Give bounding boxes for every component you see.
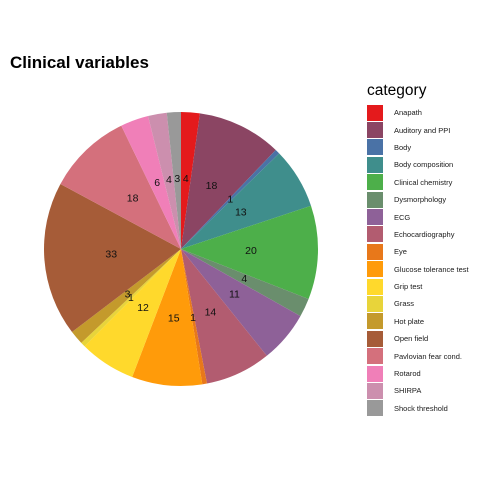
legend-swatch (367, 382, 383, 399)
legend-swatch (367, 348, 383, 365)
slice-value-label: 15 (168, 313, 180, 325)
legend-item: Grip test (367, 278, 469, 295)
slice-value-label: 14 (205, 307, 217, 319)
slice-value-label: 1 (227, 193, 233, 205)
pie-slice-6 (181, 249, 301, 356)
pie-slice-16 (148, 112, 181, 249)
legend-swatch (367, 139, 383, 156)
legend-swatch (367, 243, 383, 260)
legend-label: Shock threshold (394, 403, 448, 413)
legend-item: Open field (367, 330, 469, 347)
legend-label: SHIRPA (394, 386, 422, 396)
pie-slice-17 (166, 112, 181, 249)
pie-slice-0 (181, 112, 200, 249)
pie-slice-12 (72, 249, 181, 343)
legend-swatch (367, 278, 383, 295)
legend-label: Rotarod (394, 369, 421, 379)
slice-value-label: 20 (245, 245, 257, 257)
legend-swatch (367, 156, 383, 173)
slice-value-label: 6 (154, 177, 160, 189)
pie-slice-15 (121, 116, 181, 249)
slice-value-label: 4 (241, 273, 247, 285)
pie-slice-2 (181, 150, 280, 249)
slice-value-label: 4 (183, 173, 189, 185)
pie-slice-14 (60, 125, 181, 249)
legend-item: Glucose tolerance test (367, 261, 469, 278)
slice-value-label: 11 (229, 288, 240, 300)
legend-swatch (367, 400, 383, 417)
slice-value-label: 13 (235, 207, 247, 219)
legend-swatch (367, 191, 383, 208)
legend-item: Body composition (367, 156, 469, 173)
legend-label: Dysmorphology (394, 195, 447, 205)
legend-label: Echocardiography (394, 229, 455, 239)
pie-slice-4 (181, 205, 318, 299)
pie-slice-9 (132, 249, 203, 386)
slice-value-label: 3 (174, 173, 180, 185)
legend-swatch (367, 295, 383, 312)
legend: category Anapath Auditory and PPI Body Body… (367, 82, 469, 417)
legend-label: Glucose tolerance test (394, 264, 469, 274)
legend-swatch (367, 122, 383, 139)
legend-swatch (367, 313, 383, 330)
legend-label: Hot plate (394, 316, 425, 326)
slice-value-label: 18 (206, 180, 218, 192)
legend-label: Open field (394, 334, 429, 344)
legend-item: Hot plate (367, 313, 469, 330)
legend-label: Pavlovian fear cond. (394, 351, 462, 361)
legend-item: Clinical chemistry (367, 174, 469, 191)
legend-label: Eye (394, 247, 407, 257)
legend-item: Anapath (367, 104, 469, 121)
legend-item: Pavlovian fear cond. (367, 347, 469, 365)
slice-value-label: 12 (137, 302, 149, 314)
legend-label: Body (394, 142, 412, 152)
legend-item: Auditory and PPI (367, 121, 469, 139)
legend-item: Body (367, 139, 469, 156)
legend-swatch (367, 104, 383, 121)
pie-slice-1 (181, 113, 276, 249)
legend-item: Dysmorphology (367, 191, 469, 208)
legend-swatch (367, 261, 383, 278)
legend-swatch (367, 174, 383, 191)
pie-slice-11 (81, 249, 181, 347)
legend-title: category (367, 82, 427, 99)
legend-label: ECG (394, 212, 411, 222)
slice-value-label: 1 (128, 292, 134, 304)
legend-swatch (367, 209, 383, 226)
slice-value-label: 3 (125, 288, 131, 300)
legend-swatch (367, 330, 383, 347)
legend-label: Grass (394, 299, 415, 309)
legend-item: ECG (367, 208, 469, 226)
pie-slice-13 (44, 183, 182, 333)
pie-slice-3 (181, 153, 311, 249)
legend-label: Auditory and PPI (394, 125, 451, 135)
legend-label: Anapath (394, 108, 422, 118)
slice-value-label: 1 (190, 312, 196, 324)
legend-item: Eye (367, 243, 469, 260)
legend-item: Shock threshold (367, 400, 469, 417)
pie-slice-5 (181, 249, 309, 317)
legend-swatch (367, 365, 383, 382)
slice-value-label: 4 (166, 174, 172, 186)
legend-item: Rotarod (367, 365, 469, 382)
chart-title: Clinical variables (10, 53, 149, 72)
legend-label: Grip test (394, 282, 423, 292)
pie-slice-8 (181, 249, 207, 385)
slice-value-label: 18 (127, 192, 139, 204)
slice-value-label: 33 (105, 248, 117, 260)
legend-item: Echocardiography (367, 226, 469, 243)
legend-item: Grass (367, 295, 469, 312)
legend-label: Body composition (394, 160, 454, 170)
legend-label: Clinical chemistry (394, 177, 453, 187)
legend-item: SHIRPA (367, 382, 469, 399)
legend-swatch (367, 226, 383, 243)
pie-slice-10 (84, 249, 181, 377)
pie-slice-7 (181, 249, 267, 384)
